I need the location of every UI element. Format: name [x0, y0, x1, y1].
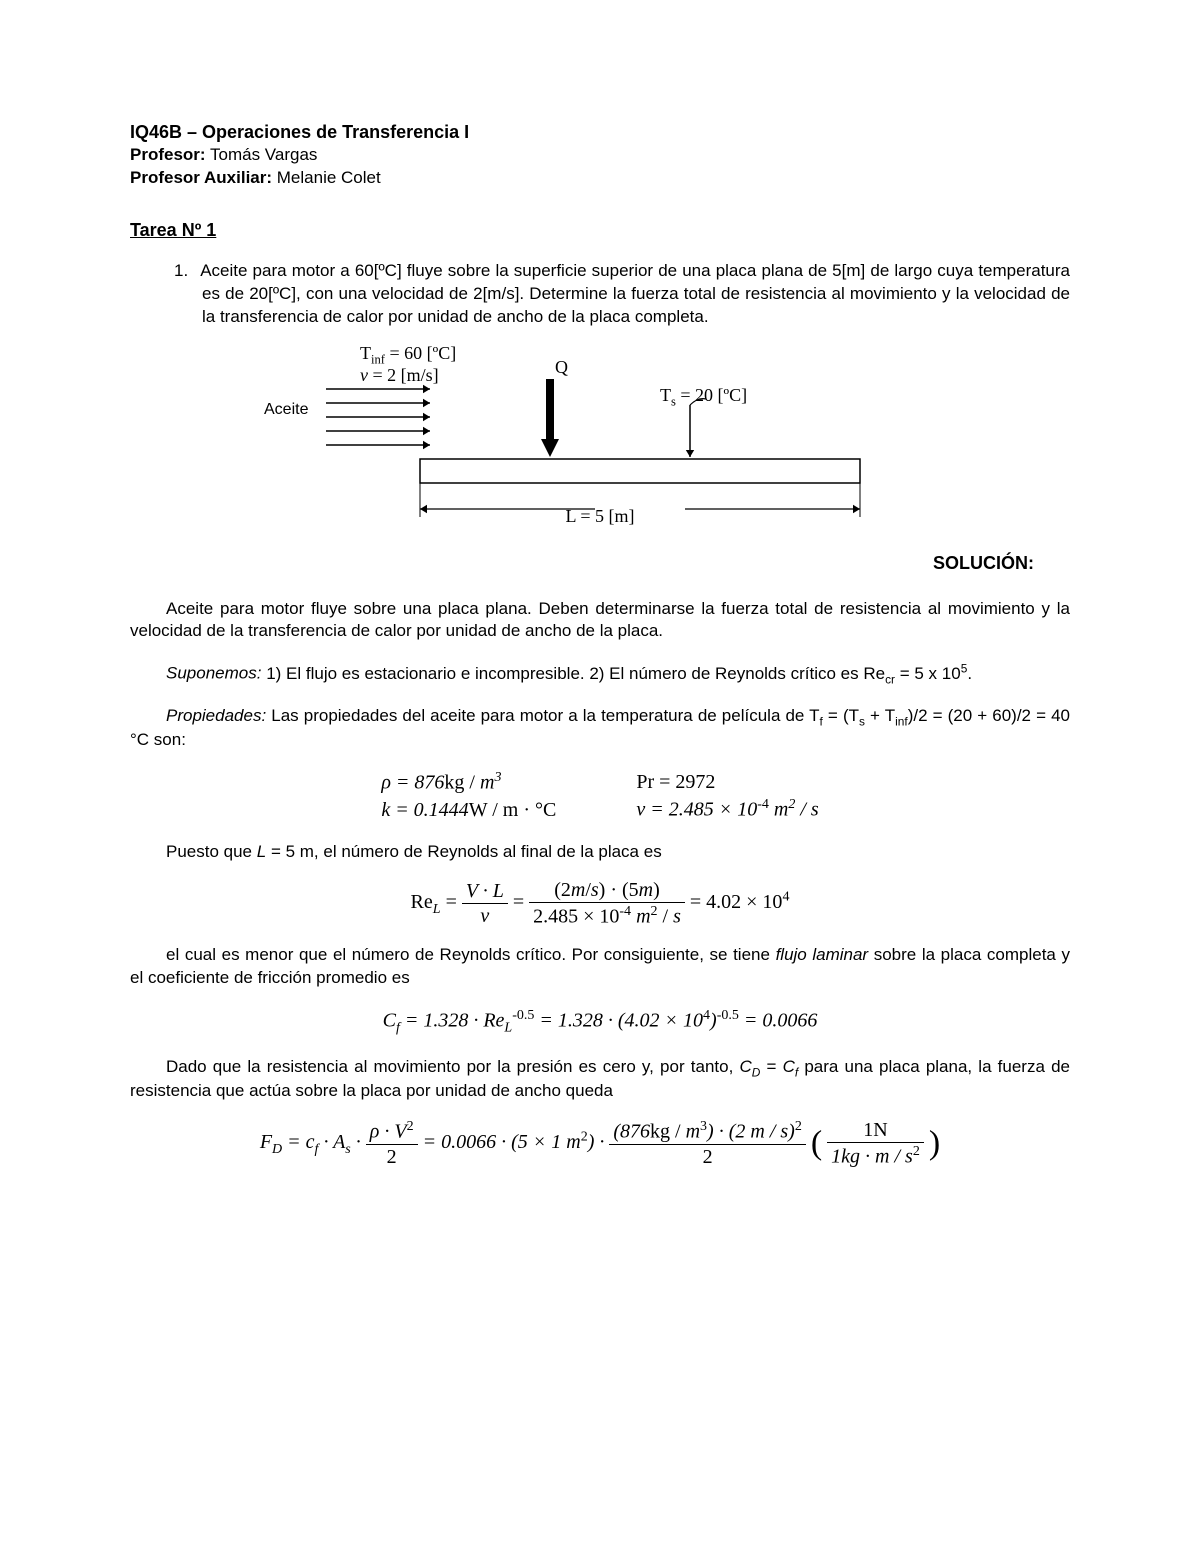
prop-pr: Pr = 2972: [636, 769, 818, 796]
course-title: IQ46B – Operaciones de Transferencia I: [130, 120, 1070, 144]
eq-reynolds: ReL = V · Lν = (2m/s) · (5m)2.485 × 10-4…: [130, 880, 1070, 927]
problem-1: 1. Aceite para motor a 60[ºC] fluye sobr…: [202, 260, 1070, 329]
eq-fd: FD = cf · As · ρ · V22 = 0.0066 · (5 × 1…: [130, 1120, 1070, 1167]
problem-number: 1.: [174, 260, 196, 283]
professor-label: Profesor:: [130, 145, 206, 164]
problem-list: 1. Aceite para motor a 60[ºC] fluye sobr…: [130, 260, 1070, 329]
props-col-right: Pr = 2972 ν = 2.485 × 10-4 m2 / s: [636, 769, 818, 824]
drag-paragraph: Dado que la resistencia al movimiento po…: [130, 1056, 1070, 1103]
solution-intro: Aceite para motor fluye sobre una placa …: [130, 598, 1070, 644]
properties-paragraph: Propiedades: Las propiedades del aceite …: [130, 705, 1070, 752]
flow-diagram: Aceite Tinf = 60 [ºC] v = 2 [m/s] Q Ts =…: [320, 349, 880, 541]
aux-professor-line: Profesor Auxiliar: Melanie Colet: [130, 167, 1070, 190]
assignment-title: Tarea Nº 1: [130, 218, 1070, 242]
properties-text: Las propiedades del aceite para motor a …: [130, 706, 1070, 749]
eq-cf: Cf = 1.328 · ReL-0.5 = 1.328 · (4.02 × 1…: [130, 1007, 1070, 1039]
assumptions-paragraph: Suponemos: 1) El flujo es estacionario e…: [130, 660, 1070, 687]
diagram-label-ts: Ts = 20 [ºC]: [660, 383, 747, 411]
properties-label: Propiedades:: [166, 706, 266, 725]
prop-nu: ν = 2.485 × 10-4 m2 / s: [636, 796, 818, 824]
reynolds-intro: Puesto que L = 5 m, el número de Reynold…: [130, 841, 1070, 864]
props-col-left: ρ = 876kg / m3 k = 0.1444W / m · °C: [381, 769, 556, 824]
diagram-label-q: Q: [555, 355, 568, 379]
professor-name: Tomás Vargas: [210, 145, 317, 164]
assumptions-label: Suponemos:: [166, 664, 261, 683]
solution-heading: SOLUCIÓN:: [130, 551, 1034, 575]
diagram-label-vinf: v = 2 [m/s]: [360, 363, 439, 387]
diagram-label-aceite: Aceite: [264, 399, 308, 421]
problem-text: Aceite para motor a 60[ºC] fluye sobre l…: [200, 261, 1070, 326]
page: IQ46B – Operaciones de Transferencia I P…: [0, 0, 1200, 1553]
laminar-paragraph: el cual es menor que el número de Reynol…: [130, 944, 1070, 990]
assumptions-text: 1) El flujo es estacionario e incompresi…: [266, 664, 972, 683]
aux-professor-label: Profesor Auxiliar:: [130, 168, 272, 187]
prop-k: k = 0.1444W / m · °C: [381, 797, 556, 824]
prop-rho: ρ = 876kg / m3: [381, 769, 556, 797]
aux-professor-name: Melanie Colet: [277, 168, 381, 187]
professor-line: Profesor: Tomás Vargas: [130, 144, 1070, 167]
properties-values: ρ = 876kg / m3 k = 0.1444W / m · °C Pr =…: [130, 769, 1070, 824]
diagram-label-l: L = 5 [m]: [320, 504, 880, 528]
